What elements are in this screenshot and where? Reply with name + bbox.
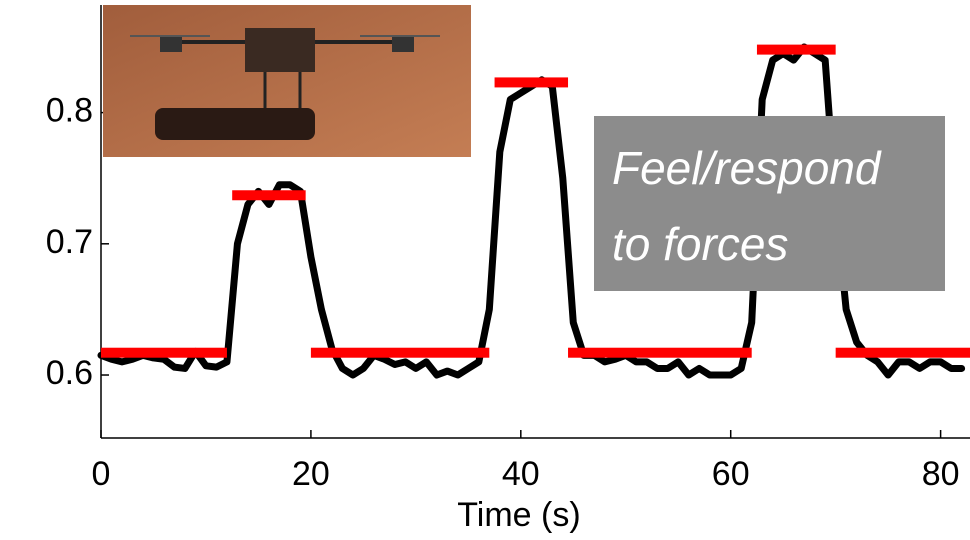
reference-step: [568, 347, 752, 358]
x-tick-label: 20: [292, 455, 330, 493]
x-tick-label: 60: [712, 455, 750, 493]
reference-step: [756, 44, 836, 55]
y-tick-label: 0.8: [46, 92, 93, 130]
annotation-text: Feel/respond: [612, 142, 882, 194]
x-tick-label: 40: [502, 455, 540, 493]
x-tick-label: 0: [92, 455, 111, 493]
x-axis-label: Time (s): [457, 496, 580, 534]
photo: [103, 5, 471, 157]
reference-step: [101, 347, 227, 358]
y-tick-label: 0.7: [46, 223, 93, 261]
annotation-text: to forces: [612, 218, 788, 270]
plot-area: 0.6 0.7 0.8 0 20 40 60 80: [46, 5, 970, 493]
y-tick-label: 0.6: [46, 354, 93, 392]
reference-step: [835, 347, 970, 358]
annotation-box: [594, 116, 945, 291]
x-tick-label: 80: [922, 455, 960, 493]
reference-step: [310, 347, 490, 358]
reference-step: [232, 190, 306, 201]
reference-step: [494, 77, 569, 88]
